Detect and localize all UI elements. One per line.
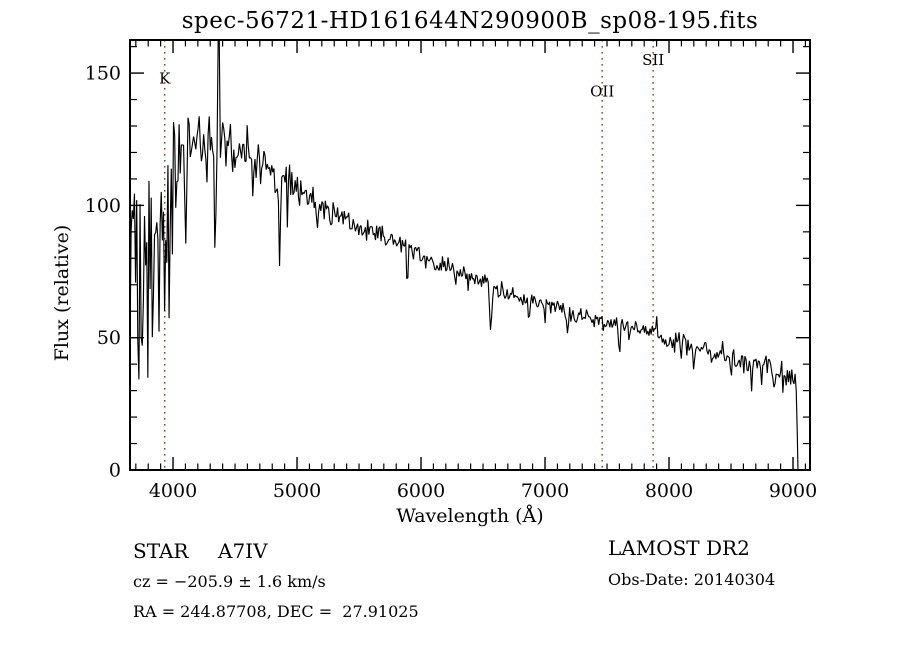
ra-dec-line: RA = 244.87708, DEC = 27.91025 [133,602,419,621]
cz-value-line: cz = −205.9 ± 1.6 km/s [133,572,326,591]
spectral-marker-label-SII: SII [642,51,664,69]
spectrum-trace [129,39,799,471]
star-subclass-label: A7IV [218,539,268,563]
plot-frame [129,39,811,471]
x-tick-label: 6000 [397,480,445,502]
y-axis-label: Flux (relative) [51,224,73,362]
y-tick-label: 150 [85,63,121,85]
obs-date-line: Obs-Date: 20140304 [608,570,776,589]
x-tick-label: 9000 [769,480,817,502]
x-tick-label: 5000 [273,480,321,502]
y-tick-label: 0 [109,460,121,482]
spectral-marker-label-K: K [159,69,171,87]
spectral-marker-label-OII: OII [590,83,614,101]
figure-title: spec-56721-HD161644N290900B_sp08-195.fit… [181,8,759,34]
survey-release-label: LAMOST DR2 [608,536,750,560]
x-tick-label: 8000 [645,480,693,502]
x-axis-label: Wavelength (Å) [396,505,544,527]
y-tick-label: 50 [97,327,121,349]
star-class-label: STAR [133,539,189,563]
x-tick-label: 4000 [149,480,197,502]
y-tick-label: 100 [85,195,121,217]
x-tick-label: 7000 [521,480,569,502]
